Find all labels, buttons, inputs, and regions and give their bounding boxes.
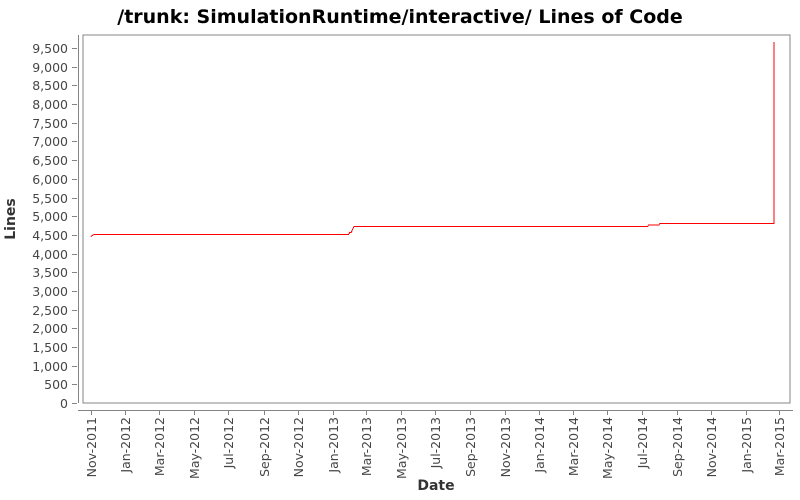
y-tick-label: 8,500 [32, 78, 68, 93]
x-tick-label: Jan-2015 [739, 417, 754, 474]
y-tick-label: 5,500 [32, 191, 68, 206]
chart-title: /trunk: SimulationRuntime/interactive/ L… [117, 6, 682, 28]
x-tick-label: Nov-2011 [84, 417, 99, 477]
x-tick-label: Jan-2014 [532, 417, 547, 474]
y-tick-label: 6,500 [32, 153, 68, 168]
x-tick-label: May-2012 [187, 417, 202, 479]
y-tick-label: 9,500 [32, 41, 68, 56]
x-tick-label: Sep-2013 [463, 417, 478, 477]
x-tick-label: Sep-2012 [257, 417, 272, 477]
y-tick-label: 2,000 [32, 321, 68, 336]
x-tick-label: Jul-2012 [221, 417, 236, 469]
x-tick-label: Mar-2013 [359, 417, 374, 476]
y-tick-label: 7,500 [32, 116, 68, 131]
y-tick-label: 1,000 [32, 359, 68, 374]
data-line-lines-of-code [90, 42, 775, 238]
x-tick-label: Nov-2014 [704, 417, 719, 477]
y-tick-label: 4,500 [32, 228, 68, 243]
x-tick-label: Mar-2014 [566, 417, 581, 476]
y-tick-label: 9,000 [32, 60, 68, 75]
x-tick-label: Nov-2012 [291, 417, 306, 477]
y-tick-label: 1,500 [32, 340, 68, 355]
y-tick-label: 3,000 [32, 284, 68, 299]
x-tick-label: Nov-2013 [498, 417, 513, 477]
x-tick-label: Jan-2013 [326, 417, 341, 474]
x-tick-label: May-2014 [600, 417, 615, 479]
y-tick-label: 6,000 [32, 172, 68, 187]
x-tick-label: May-2013 [394, 417, 409, 479]
y-tick-label: 7,000 [32, 134, 68, 149]
plot-area [82, 34, 791, 404]
y-axis-title: Lines [3, 198, 19, 240]
x-axis-title: Date [417, 478, 454, 494]
y-tick-label: 5,000 [32, 209, 68, 224]
y-tick-label: 0 [60, 396, 68, 411]
y-tick-label: 500 [44, 377, 68, 392]
x-tick-label: Jan-2012 [118, 417, 133, 474]
x-tick-label: Jul-2013 [428, 417, 443, 469]
y-tick-label: 8,000 [32, 97, 68, 112]
x-tick-label: Sep-2014 [670, 417, 685, 477]
x-tick-label: Mar-2015 [772, 417, 787, 476]
x-tick-label: Jul-2014 [635, 417, 650, 469]
y-tick-label: 4,000 [32, 247, 68, 262]
x-tick-label: Mar-2012 [152, 417, 167, 476]
plot-region: 0 500 1,000 1,500 2,000 2,500 3,000 3,500 4,000 4… [32, 34, 793, 479]
y-tick-label: 3,500 [32, 265, 68, 280]
y-tick-label: 2,500 [32, 303, 68, 318]
